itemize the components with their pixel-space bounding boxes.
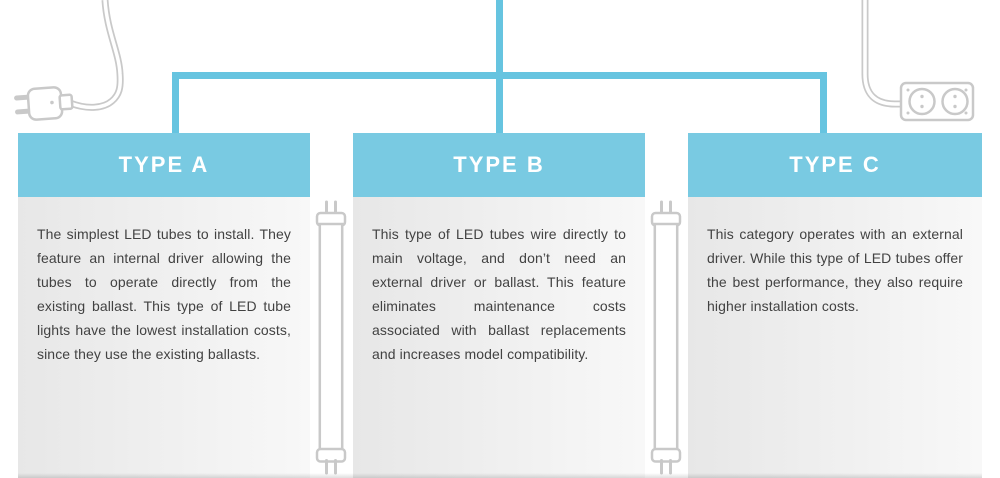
connector-line-horizontal — [172, 72, 827, 79]
card-type-c: TYPE C This category operates with an ex… — [688, 133, 982, 478]
card-type-a-title: TYPE A — [118, 152, 210, 177]
power-plug-icon — [14, 0, 124, 121]
card-type-a-header: TYPE A — [18, 133, 310, 197]
card-type-a-body: The simplest LED tubes to install. They … — [18, 197, 310, 478]
led-tube-icon — [315, 200, 347, 475]
card-type-b: TYPE B This type of LED tubes wire direc… — [353, 133, 645, 478]
connector-line-left-drop — [172, 72, 179, 133]
card-type-a: TYPE A The simplest LED tubes to install… — [18, 133, 310, 478]
card-type-b-body: This type of LED tubes wire directly to … — [353, 197, 645, 478]
card-type-b-description: This type of LED tubes wire directly to … — [372, 226, 626, 362]
card-type-c-body: This category operates with an external … — [688, 197, 982, 478]
card-type-c-header: TYPE C — [688, 133, 982, 197]
connector-line-right-drop — [820, 72, 827, 133]
card-type-b-header: TYPE B — [353, 133, 645, 197]
card-type-c-description: This category operates with an external … — [707, 226, 963, 314]
card-type-c-title: TYPE C — [789, 152, 881, 177]
led-tube-icon — [650, 200, 682, 475]
wall-outlet-icon — [861, 0, 975, 122]
bottom-cut-shadow — [18, 473, 982, 478]
connector-line-center — [496, 0, 503, 133]
card-type-b-title: TYPE B — [453, 152, 545, 177]
card-type-a-description: The simplest LED tubes to install. They … — [37, 226, 291, 362]
